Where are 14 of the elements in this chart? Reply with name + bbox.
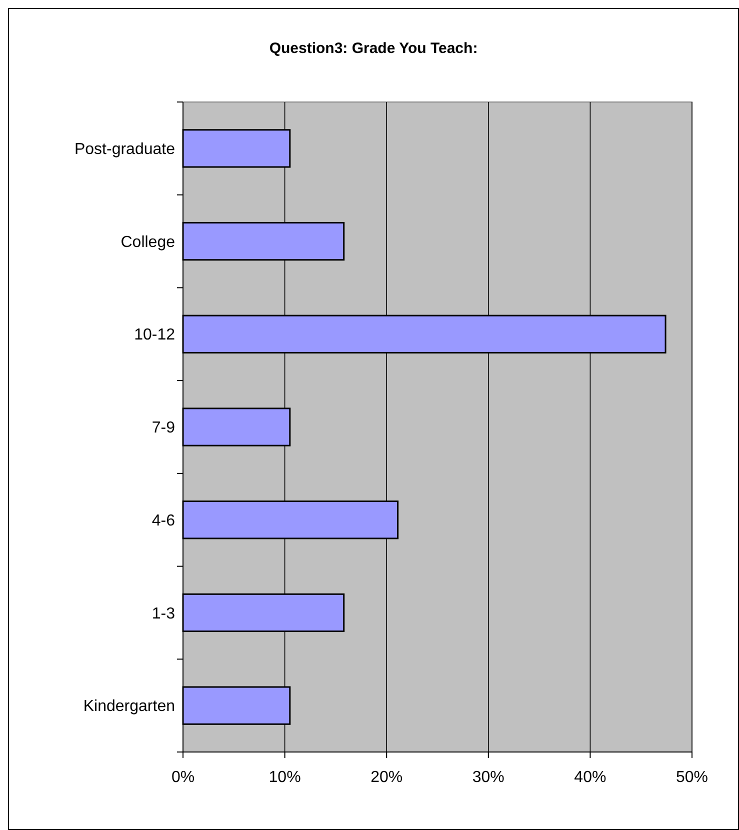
x-tick-label: 10% [268,769,301,786]
x-tick-label: 0% [171,769,195,786]
x-tick-label: 20% [370,769,403,786]
chart-title: Question3: Grade You Teach: [269,40,478,57]
x-tick-label: 50% [676,769,708,786]
y-tick-label: 10-12 [134,326,176,344]
y-tick-label: 4-6 [152,512,176,530]
y-tick-label: College [120,234,176,251]
y-tick-label: 7-9 [152,420,176,437]
y-tick-label: Post-graduate [74,141,176,158]
x-tick-label: 40% [574,769,606,786]
y-tick-label: Kindergarten [83,698,175,716]
y-tick-label: 1-3 [152,605,176,622]
x-tick-label: 30% [472,769,504,786]
